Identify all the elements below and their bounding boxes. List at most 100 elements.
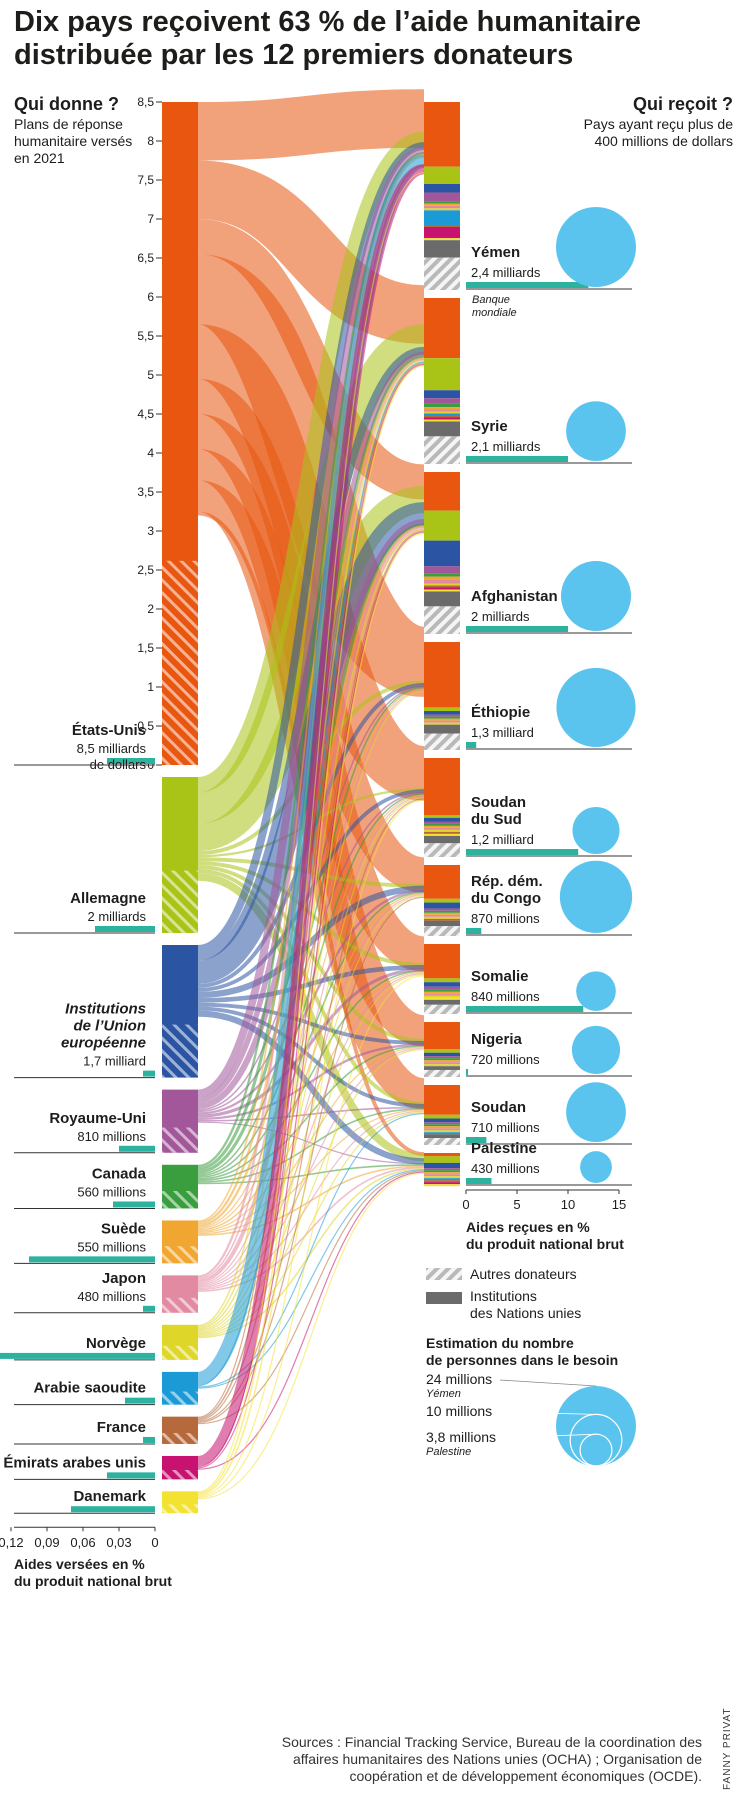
donor-bar-hatch [162, 1127, 198, 1153]
donor-gnp-bar [29, 1256, 155, 1263]
recipient-segment-norway [424, 208, 460, 211]
recipient-segment-others [424, 1138, 460, 1145]
donor-gnp-bar [107, 758, 155, 764]
flow-uae-yemen [196, 164, 426, 1467]
flow-denmark-palestine [197, 1172, 425, 1500]
recipient-segment-sweden [424, 1126, 460, 1129]
recipient-segment-france [424, 918, 460, 921]
recipient-segment-saudi [424, 210, 460, 225]
recipient-segment-un [424, 835, 460, 844]
bubble-legend-circle [579, 1433, 613, 1467]
bubble-legend-note: Yémen [426, 1388, 461, 1400]
recipient-segment-others [424, 1004, 460, 1014]
recipient-segment-germany [424, 815, 460, 818]
donor-name: Japon [102, 1270, 146, 1287]
recipient-segment-usa [424, 298, 460, 359]
donor-layer: 0 0,5 1 1,5 2 2,5 3 3,5 4 4,5 5 5,5 6 6,5 7 7,5 8 8,5 État… [0, 95, 198, 1589]
flow-sweden-ethiopie [197, 688, 425, 1228]
axis-tick-label: 4,5 [137, 407, 154, 421]
donor-name: Arabie saoudite [33, 1380, 146, 1397]
recipient-segment-uk [424, 986, 460, 990]
bubble-legend-title: de personnes dans le besoin [426, 1352, 618, 1368]
recipient-amount: 2,1 milliards [471, 439, 541, 454]
flow-usa-yemen [197, 89, 425, 161]
donor-bar-hatch [162, 1024, 198, 1078]
flow-denmark-afghanistan [197, 532, 425, 1496]
recipient-segment-sweden [424, 1172, 460, 1175]
axis-tick-label: 8 [147, 134, 154, 148]
donor-gnp-bar [107, 1472, 155, 1479]
recipient-segment-uae [424, 1182, 460, 1185]
axis-tick-label: 3 [147, 524, 154, 538]
legend-label: Institutions [470, 1288, 537, 1304]
bubble-legend-leader [499, 1433, 597, 1439]
recipient-segment-uk [424, 908, 460, 911]
recipient-gnp-bar [466, 1006, 584, 1012]
need-circle [556, 667, 636, 748]
recipient-segment-eu [424, 183, 460, 193]
recipient-segment-sweden [424, 912, 460, 915]
legend-swatch-un [426, 1292, 462, 1304]
flow-eu-nigeria [197, 1002, 425, 1045]
bubble-legend-leader [499, 1411, 597, 1415]
axis-tick-label: 7,5 [137, 173, 154, 187]
axis-tick-label: 1 [147, 680, 154, 694]
recipient-segment-germany [424, 707, 460, 712]
recipient-name: Yémen [471, 244, 520, 261]
bubble-legend-note: Palestine [426, 1446, 471, 1458]
recipient-segment-uae [424, 226, 460, 239]
recipient-segment-uk [424, 714, 460, 717]
axis-tick-label: 1,5 [137, 641, 154, 655]
flow-japan-afghanistan [197, 526, 425, 1284]
recipient-segment-sweden [424, 407, 460, 410]
recipient-segment-denmark [424, 238, 460, 241]
recipient-segment-usa [424, 944, 460, 979]
recipient-segment-others [424, 436, 460, 464]
recipient-segment-norway [424, 829, 460, 832]
flow-sweden-soudan [197, 1109, 425, 1235]
donor-name: Institutions [65, 1001, 146, 1018]
recipient-segment-eu [424, 982, 460, 987]
bubble-legend-title: Estimation du nombre [426, 1335, 574, 1351]
recipient-segment-usa [424, 1153, 460, 1157]
recipient-segment-japan [424, 914, 460, 917]
recipient-segment-uk [424, 1122, 460, 1125]
recipient-segment-canada [424, 1170, 460, 1173]
bubble-legend-label: 10 millions [426, 1403, 492, 1419]
donor-amount: 550 millions [77, 1239, 146, 1254]
flow-eu-soudan [197, 1006, 425, 1108]
recipient-segment-japan [424, 1062, 460, 1065]
recipient-name: Éthiopie [471, 704, 530, 721]
recipient-name: du Sud [471, 811, 522, 828]
recipient-segment-eu [424, 902, 460, 909]
flow-uk-nigeria [197, 1043, 425, 1121]
need-circle [566, 1082, 626, 1142]
donor-bar-hatch [162, 1504, 198, 1514]
donor-name: Allemagne [70, 890, 146, 907]
donor-amount: 560 millions [77, 1184, 146, 1199]
legend-label: Autres donateurs [470, 1266, 577, 1282]
donor-name: européenne [61, 1035, 146, 1052]
legend-swatch-hatch [426, 1268, 462, 1280]
recipient-segment-un [424, 1134, 460, 1139]
recipient-segment-japan [424, 993, 460, 996]
recipient-segment-denmark [424, 997, 460, 1000]
recipient-segment-sweden [424, 203, 460, 206]
recipient-segment-norway [424, 1176, 460, 1179]
donor-name: Royaume-Uni [49, 1110, 146, 1127]
recipient-segment-sweden [424, 825, 460, 828]
flow-denmark-soudan-du-sud [197, 799, 425, 1497]
recipient-name: Palestine [471, 1140, 537, 1157]
recipient-gnp-axis-label: du produit national brut [466, 1236, 624, 1252]
recipient-segment-canada [424, 910, 460, 913]
recipient-segment-canada [424, 573, 460, 577]
donor-name: Danemark [73, 1488, 146, 1505]
recipient-segment-canada [424, 201, 460, 204]
donor-bar-hatch [162, 1391, 198, 1405]
donor-gnp-bar [143, 1070, 155, 1077]
recipient-segment-uk [424, 192, 460, 202]
recipient-gnp-bar [466, 626, 568, 632]
donor-bar-hatch [162, 1433, 198, 1444]
axis-tick-label: 0,5 [137, 719, 154, 733]
flow-denmark-somalie [197, 975, 425, 1499]
